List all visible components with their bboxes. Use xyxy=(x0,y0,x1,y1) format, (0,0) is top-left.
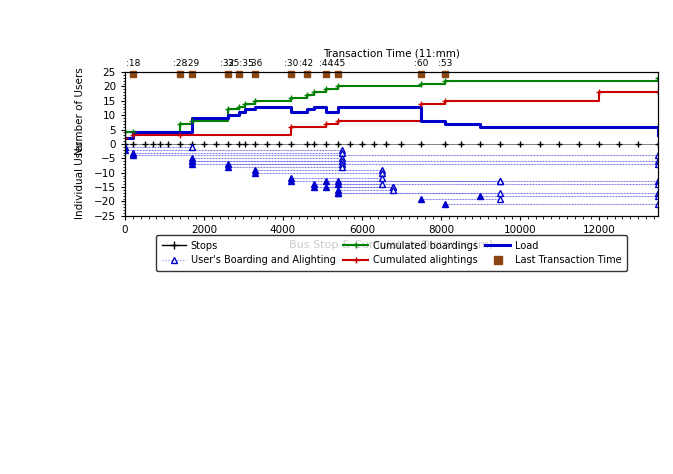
Text: Individual User: Individual User xyxy=(75,141,85,219)
X-axis label: Transaction Time (11:mm): Transaction Time (11:mm) xyxy=(323,48,460,58)
Text: Number of Users: Number of Users xyxy=(75,67,85,155)
X-axis label: Bus Stop & Cumulative Distance (m): Bus Stop & Cumulative Distance (m) xyxy=(289,240,493,250)
Legend: Stops, User's Boarding and Alighting, Cumulated boardings, Cumulated alightings,: Stops, User's Boarding and Alighting, Cu… xyxy=(156,235,627,271)
